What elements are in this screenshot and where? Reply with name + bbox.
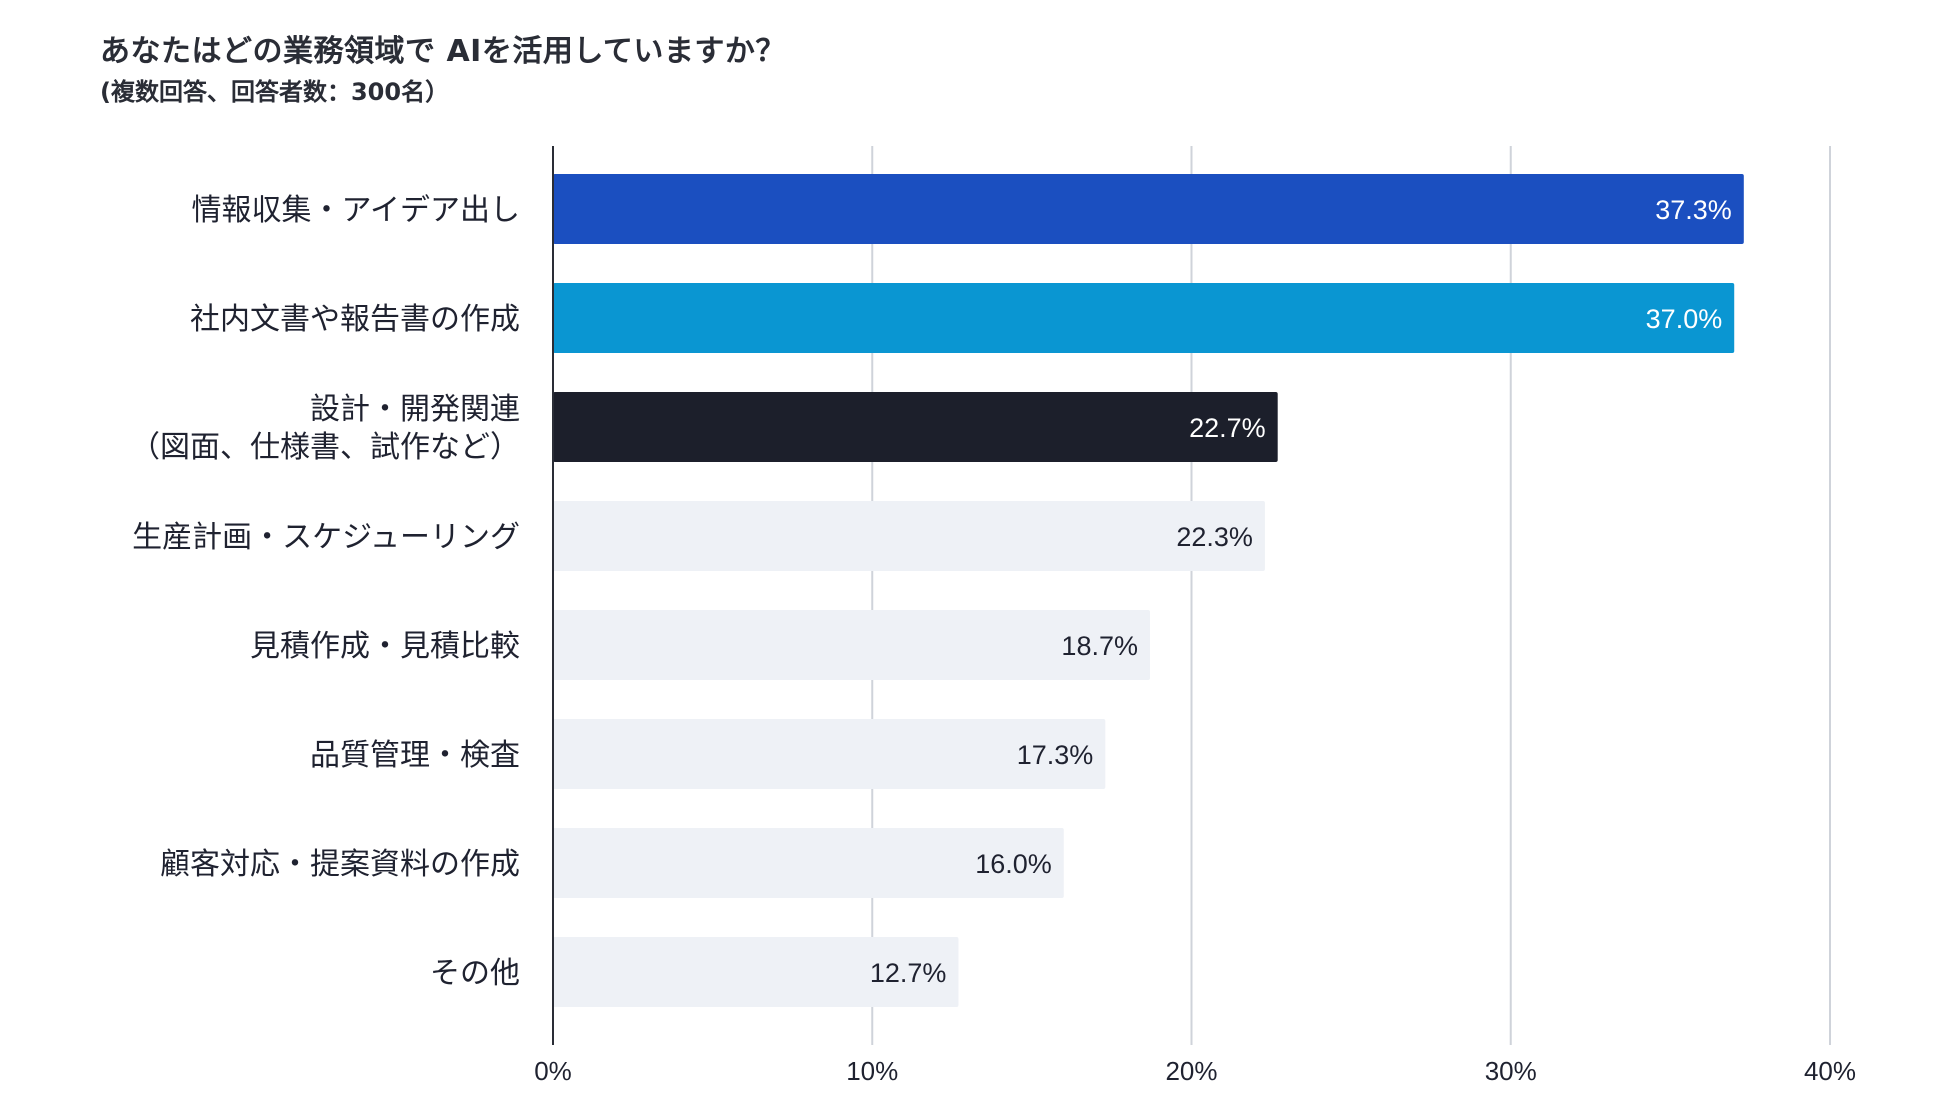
category-label-line: （図面、仕様書、試作など） — [130, 430, 520, 465]
value-label: 12.7% — [870, 958, 947, 988]
category-label: 設計・開発関連（図面、仕様書、試作など） — [130, 392, 520, 465]
category-label: 品質管理・検査 — [310, 738, 520, 773]
category-label: 社内文書や報告書の作成 — [190, 302, 520, 337]
category-label: 顧客対応・提案資料の作成 — [160, 847, 520, 882]
chart-title: あなたはどの業務領域で AIを活用していますか？ — [100, 34, 786, 69]
bar — [553, 610, 1150, 680]
x-tick-label: 30% — [1485, 1056, 1537, 1086]
value-label: 37.0% — [1646, 304, 1723, 334]
bar — [553, 283, 1735, 353]
x-tick-label: 20% — [1165, 1056, 1217, 1086]
bar — [553, 501, 1265, 571]
category-label-line: その他 — [430, 956, 520, 991]
value-label: 18.7% — [1061, 631, 1138, 661]
value-label: 22.7% — [1189, 413, 1266, 443]
category-label: 情報収集・アイデア出し — [192, 193, 521, 228]
chart-subtitle: (複数回答、回答者数：300名） — [100, 78, 450, 106]
x-tick-label: 10% — [846, 1056, 898, 1086]
category-label-line: 情報収集・アイデア出し — [192, 193, 521, 228]
bar — [553, 174, 1744, 244]
category-label-line: 顧客対応・提案資料の作成 — [160, 847, 520, 882]
bar — [553, 828, 1064, 898]
value-label: 37.3% — [1655, 195, 1732, 225]
category-label-line: 設計・開発関連 — [310, 392, 520, 427]
category-label-line: 社内文書や報告書の作成 — [190, 302, 520, 337]
bar — [553, 719, 1106, 789]
bar — [553, 392, 1278, 462]
value-labels: 37.3% 37.0% 22.7% 22.3% 18.7% 17.3% 16.0% 12.7% — [870, 195, 1732, 988]
value-label: 17.3% — [1017, 740, 1094, 770]
value-label: 22.3% — [1176, 522, 1253, 552]
bars — [553, 174, 1744, 1007]
category-label-line: 生産計画・スケジューリング — [132, 520, 520, 555]
category-label: 生産計画・スケジューリング — [132, 520, 520, 555]
category-label-line: 品質管理・検査 — [310, 738, 520, 773]
category-label: 見積作成・見積比較 — [250, 629, 520, 664]
x-tick-label: 40% — [1804, 1056, 1856, 1086]
category-label-line: 見積作成・見積比較 — [250, 629, 520, 664]
category-label: その他 — [430, 956, 520, 991]
grid-lines — [871, 146, 1831, 1045]
category-labels: 情報収集・アイデア出し社内文書や報告書の作成設計・開発関連（図面、仕様書、試作な… — [130, 193, 520, 991]
x-tick-labels: 0% 10% 20% 30% 40% — [534, 1056, 1856, 1086]
bar — [553, 937, 959, 1007]
value-label: 16.0% — [975, 849, 1052, 879]
x-tick-label: 0% — [534, 1056, 572, 1086]
